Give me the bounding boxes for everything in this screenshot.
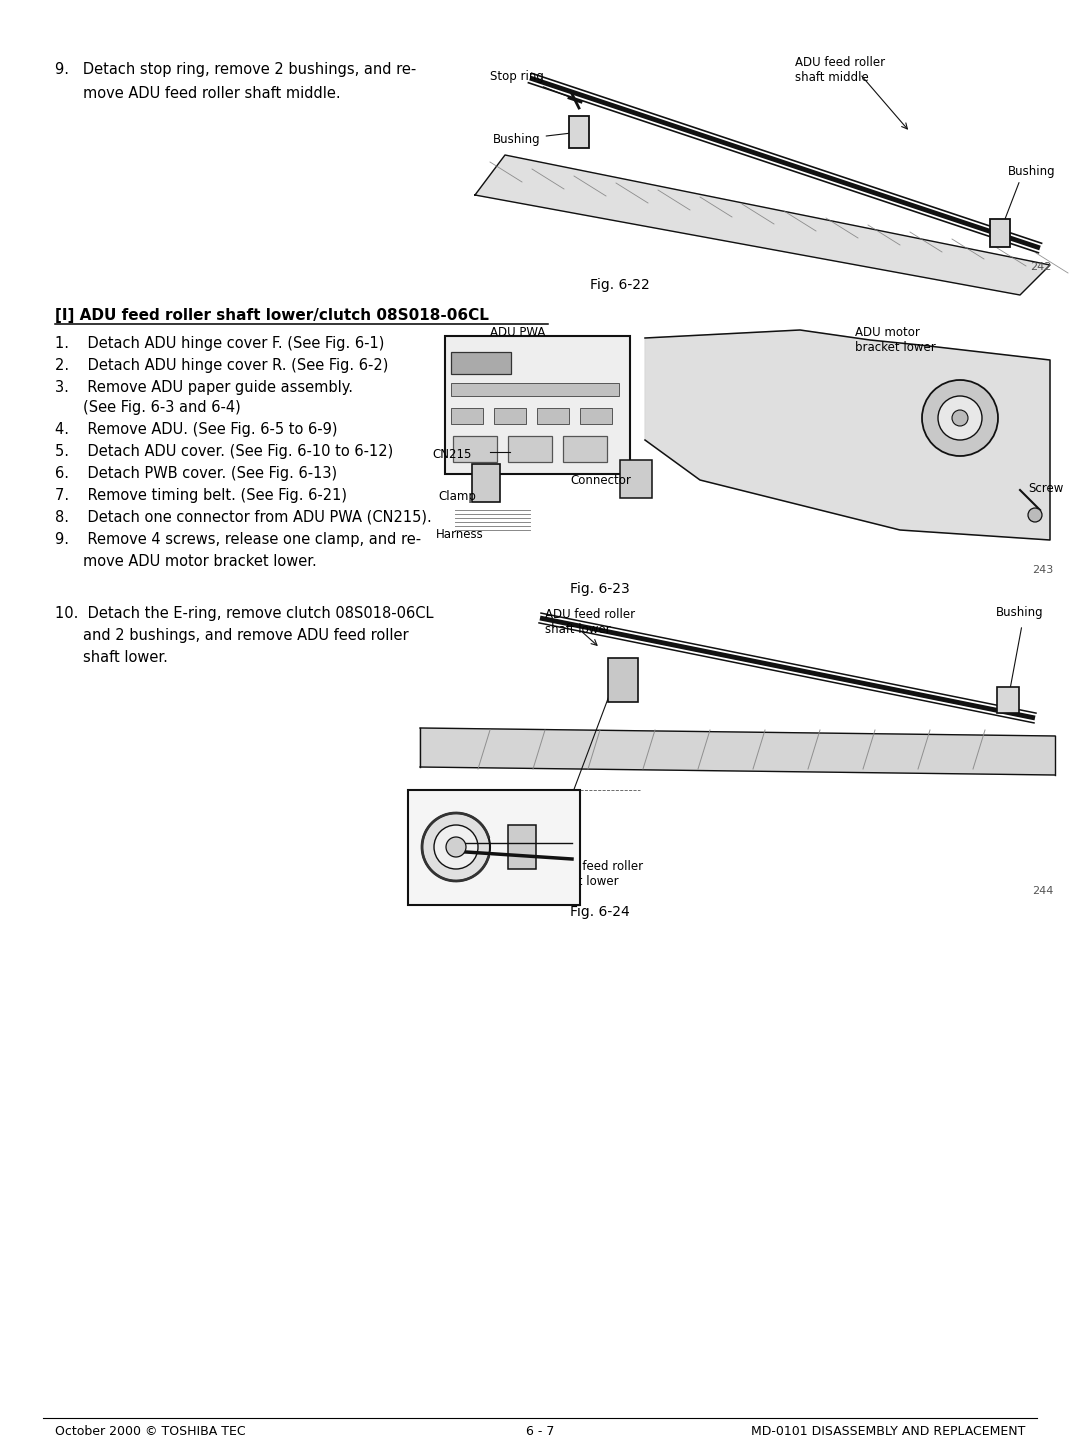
- Text: CN215: CN215: [432, 448, 471, 461]
- Text: ADU feed roller: ADU feed roller: [795, 56, 886, 69]
- Text: shaft middle: shaft middle: [795, 71, 868, 84]
- Text: Connector: Connector: [570, 474, 631, 487]
- Text: MD-0101 DISASSEMBLY AND REPLACEMENT: MD-0101 DISASSEMBLY AND REPLACEMENT: [751, 1425, 1025, 1438]
- Text: October 2000 © TOSHIBA TEC: October 2000 © TOSHIBA TEC: [55, 1425, 245, 1438]
- Text: 1.    Detach ADU hinge cover F. (See Fig. 6-1): 1. Detach ADU hinge cover F. (See Fig. 6…: [55, 336, 384, 352]
- Text: Fig. 6-24: Fig. 6-24: [570, 905, 630, 919]
- Text: 10.  Detach the E-ring, remove clutch 08S018-06CL: 10. Detach the E-ring, remove clutch 08S…: [55, 607, 433, 621]
- Text: (See Fig. 6-3 and 6-4): (See Fig. 6-3 and 6-4): [83, 401, 241, 415]
- Text: Bushing: Bushing: [492, 133, 577, 146]
- Bar: [563, 437, 607, 463]
- Bar: [508, 826, 536, 869]
- Text: 4.    Remove ADU. (See Fig. 6-5 to 6-9): 4. Remove ADU. (See Fig. 6-5 to 6-9): [55, 422, 337, 437]
- Polygon shape: [420, 728, 1055, 775]
- Text: ADU feed roller: ADU feed roller: [553, 860, 643, 873]
- Bar: [620, 460, 652, 499]
- Bar: [508, 437, 552, 463]
- Text: shaft lower: shaft lower: [545, 623, 610, 635]
- Text: Screw: Screw: [1028, 481, 1064, 496]
- Text: 9.    Remove 4 screws, release one clamp, and re-: 9. Remove 4 screws, release one clamp, a…: [55, 532, 421, 548]
- Text: 6.    Detach PWB cover. (See Fig. 6-13): 6. Detach PWB cover. (See Fig. 6-13): [55, 465, 337, 481]
- Text: 2.    Detach ADU hinge cover R. (See Fig. 6-2): 2. Detach ADU hinge cover R. (See Fig. 6…: [55, 357, 389, 373]
- Text: 6 - 7: 6 - 7: [526, 1425, 554, 1438]
- Circle shape: [1028, 509, 1042, 522]
- Text: Bushing: Bushing: [1008, 166, 1055, 179]
- Text: shaft lower: shaft lower: [553, 875, 619, 888]
- Circle shape: [922, 380, 998, 455]
- Text: ADU PWA: ADU PWA: [490, 326, 545, 339]
- Bar: [451, 352, 511, 375]
- Circle shape: [951, 411, 968, 427]
- Text: Bushing: Bushing: [470, 810, 517, 823]
- Text: 8.    Detach one connector from ADU PWA (CN215).: 8. Detach one connector from ADU PWA (CN…: [55, 510, 432, 525]
- Text: 5.    Detach ADU cover. (See Fig. 6-10 to 6-12): 5. Detach ADU cover. (See Fig. 6-10 to 6…: [55, 444, 393, 460]
- Bar: [997, 687, 1020, 713]
- Text: 7.    Remove timing belt. (See Fig. 6-21): 7. Remove timing belt. (See Fig. 6-21): [55, 488, 347, 503]
- Text: 243: 243: [1032, 565, 1053, 575]
- Bar: [445, 336, 630, 474]
- Text: Harness: Harness: [436, 527, 484, 540]
- Text: Bushing: Bushing: [996, 607, 1043, 620]
- Text: ADU feed roller: ADU feed roller: [545, 608, 635, 621]
- Text: 3.    Remove ADU paper guide assembly.: 3. Remove ADU paper guide assembly.: [55, 380, 353, 395]
- Circle shape: [939, 396, 982, 440]
- Bar: [408, 790, 580, 905]
- Text: shaft lower.: shaft lower.: [83, 650, 167, 664]
- Bar: [451, 383, 619, 396]
- Text: bracket lower: bracket lower: [855, 342, 935, 354]
- Bar: [494, 408, 526, 424]
- Polygon shape: [475, 156, 1050, 295]
- Text: 9.   Detach stop ring, remove 2 bushings, and re-: 9. Detach stop ring, remove 2 bushings, …: [55, 62, 416, 76]
- Bar: [537, 408, 569, 424]
- Circle shape: [434, 826, 478, 869]
- Text: Fig. 6-22: Fig. 6-22: [590, 278, 650, 293]
- Bar: [453, 437, 497, 463]
- Bar: [472, 464, 500, 501]
- FancyBboxPatch shape: [990, 219, 1010, 246]
- Circle shape: [446, 837, 465, 857]
- Text: Clutch 08S018-06CL: Clutch 08S018-06CL: [408, 793, 528, 806]
- Text: [I] ADU feed roller shaft lower/clutch 08S018-06CL: [I] ADU feed roller shaft lower/clutch 0…: [55, 308, 489, 323]
- Text: Fig. 6-23: Fig. 6-23: [570, 582, 630, 597]
- FancyBboxPatch shape: [569, 115, 589, 148]
- Polygon shape: [645, 330, 1050, 540]
- Text: E-ring: E-ring: [410, 882, 445, 895]
- Circle shape: [422, 813, 490, 880]
- Text: 244: 244: [1032, 886, 1053, 896]
- Text: Stop ring: Stop ring: [490, 71, 569, 97]
- Text: move ADU motor bracket lower.: move ADU motor bracket lower.: [83, 553, 316, 569]
- Text: and 2 bushings, and remove ADU feed roller: and 2 bushings, and remove ADU feed roll…: [83, 628, 408, 643]
- Text: 242: 242: [1030, 262, 1051, 272]
- Bar: [451, 408, 483, 424]
- Bar: [580, 408, 612, 424]
- Text: move ADU feed roller shaft middle.: move ADU feed roller shaft middle.: [83, 86, 340, 101]
- Text: ADU motor: ADU motor: [855, 326, 920, 339]
- Text: Clamp: Clamp: [438, 490, 476, 503]
- Bar: [608, 659, 638, 702]
